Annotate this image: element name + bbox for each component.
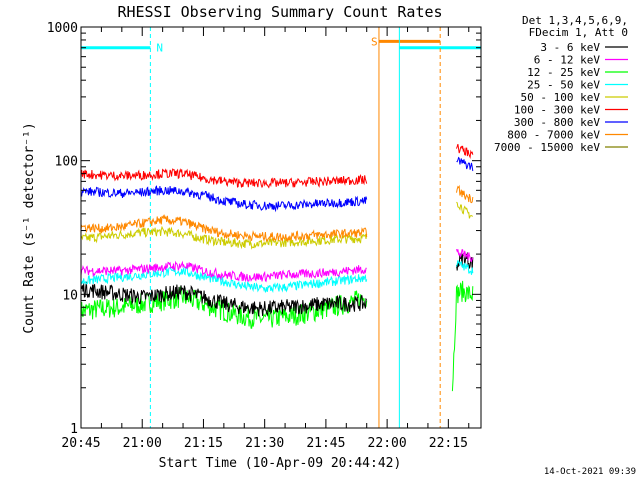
- series-5-segment-1: [456, 143, 474, 159]
- series-0-segment-0: [80, 281, 368, 317]
- legend-header-line: FDecim 1, Att 0: [529, 26, 628, 39]
- legend-entry-label: 300 - 800 keV: [514, 116, 600, 129]
- legend-header-line: Det 1,3,4,5,6,9,: [522, 14, 628, 27]
- legend-entry-label: 100 - 300 keV: [514, 104, 600, 117]
- legend-entry-label: 12 - 25 keV: [527, 66, 600, 79]
- y-axis-label: Count Rate (s⁻¹ detector⁻¹): [22, 122, 37, 333]
- x-tick-label: 20:45: [61, 436, 100, 451]
- annotation-label-n: N: [156, 42, 163, 55]
- legend-entry-label: 50 - 100 keV: [521, 91, 601, 104]
- series-3-segment-1: [456, 260, 474, 275]
- legend-entry-label: 3 - 6 keV: [540, 41, 600, 54]
- chart-title: RHESSI Observing Summary Count Rates: [117, 3, 442, 21]
- x-tick-label: 21:30: [245, 436, 284, 451]
- series-3-segment-0: [80, 266, 368, 293]
- legend-entry-label: 7000 - 15000 keV: [494, 141, 600, 154]
- series-7-segment-1: [456, 184, 474, 204]
- series-4-segment-1: [456, 201, 473, 219]
- x-tick-label: 21:00: [123, 436, 162, 451]
- series-6-segment-0: [80, 185, 368, 213]
- legend-entry-label: 25 - 50 keV: [527, 79, 600, 92]
- series-2-segment-0: [80, 286, 368, 329]
- series-2-segment-1: [451, 280, 474, 392]
- x-tick-label: 22:15: [429, 436, 468, 451]
- axes: 1 10 100 1000 20:45 21:00 21:15 21:30 21:45 22:00…: [47, 21, 482, 451]
- legend-entry-label: 6 - 12 keV: [534, 54, 601, 67]
- series-1-segment-1: [456, 249, 474, 263]
- legend: Det 1,3,4,5,6,9,FDecim 1, Att 0 3 - 6 keV…: [494, 14, 628, 154]
- x-tick-label: 21:45: [306, 436, 345, 451]
- x-axis-label: Start Time (10-Apr-09 20:44:42): [159, 456, 402, 471]
- y-tick-label: 10: [62, 288, 78, 303]
- plot-frame: [80, 26, 482, 429]
- series-7-segment-0: [80, 213, 368, 243]
- y-tick-label: 100: [55, 155, 78, 170]
- series-1-segment-0: [80, 260, 367, 283]
- y-tick-label: 1000: [47, 21, 78, 36]
- annotation-label-s: S: [371, 35, 378, 48]
- series-5-segment-0: [80, 168, 368, 189]
- series-4-segment-0: [80, 225, 368, 250]
- x-tick-label: 21:15: [184, 436, 223, 451]
- series-6-segment-1: [456, 156, 474, 172]
- footer-timestamp: 14-Oct-2021 09:39: [544, 467, 636, 477]
- x-tick-label: 22:00: [368, 436, 407, 451]
- legend-entry-label: 800 - 7000 keV: [507, 129, 600, 142]
- y-tick-label: 1: [70, 422, 78, 437]
